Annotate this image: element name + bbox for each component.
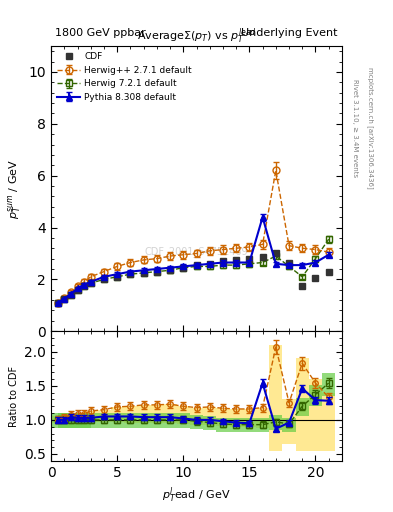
Y-axis label: Ratio to CDF: Ratio to CDF — [9, 366, 19, 426]
CDF — [300, 283, 305, 289]
Bar — [77, 413, 91, 428]
Bar — [163, 413, 177, 428]
CDF — [115, 274, 119, 280]
Text: CDF_2001_S4751469: CDF_2001_S4751469 — [145, 246, 248, 257]
Bar — [71, 413, 84, 428]
Bar — [137, 405, 150, 422]
Bar — [230, 418, 243, 432]
Legend: CDF, Herwig++ 2.7.1 default, Herwig 7.2.1 default, Pythia 8.308 default: CDF, Herwig++ 2.7.1 default, Herwig 7.2.… — [54, 49, 196, 105]
CDF — [326, 268, 331, 274]
Line: CDF: CDF — [54, 250, 332, 306]
Bar — [71, 414, 84, 422]
Bar — [177, 413, 190, 428]
Bar — [124, 406, 137, 422]
CDF — [208, 261, 212, 267]
Bar — [283, 418, 296, 432]
Bar — [58, 416, 71, 422]
Bar — [58, 413, 71, 428]
CDF — [88, 280, 93, 286]
Bar — [110, 413, 124, 428]
Text: Rivet 3.1.10, ≥ 3.4M events: Rivet 3.1.10, ≥ 3.4M events — [352, 79, 358, 177]
CDF — [141, 270, 146, 276]
CDF — [286, 260, 291, 266]
Bar — [190, 408, 203, 424]
Text: Underlying Event: Underlying Event — [241, 28, 338, 38]
Bar — [322, 393, 335, 451]
Bar — [137, 413, 150, 428]
Bar — [269, 415, 283, 430]
Bar — [309, 379, 322, 451]
CDF — [234, 257, 239, 263]
CDF — [313, 275, 318, 281]
CDF — [62, 296, 67, 302]
Title: Average$\Sigma(p_T)$ vs $p_T^{lead}$: Average$\Sigma(p_T)$ vs $p_T^{lead}$ — [137, 27, 256, 46]
Bar — [309, 386, 322, 406]
Bar — [97, 413, 110, 428]
CDF — [154, 268, 159, 274]
Bar — [190, 415, 203, 429]
Text: 1800 GeV ppbar: 1800 GeV ppbar — [55, 28, 146, 38]
Bar — [243, 409, 256, 428]
Bar — [150, 405, 163, 422]
Bar — [64, 415, 77, 422]
CDF — [128, 271, 133, 278]
Bar — [230, 409, 243, 426]
CDF — [194, 262, 199, 268]
Bar — [296, 358, 309, 451]
CDF — [274, 250, 278, 257]
Bar — [216, 408, 230, 426]
Bar — [256, 418, 269, 432]
CDF — [181, 265, 185, 271]
Bar — [163, 404, 177, 423]
Bar — [283, 399, 296, 444]
Bar — [51, 413, 64, 428]
Bar — [84, 411, 97, 422]
Bar — [150, 413, 163, 428]
Y-axis label: $p_T^{sum}$ / GeV: $p_T^{sum}$ / GeV — [6, 159, 23, 219]
Bar — [296, 398, 309, 416]
Bar — [51, 416, 64, 423]
CDF — [102, 276, 107, 283]
X-axis label: $p_T^l$ead / GeV: $p_T^l$ead / GeV — [162, 485, 231, 505]
Bar — [243, 418, 256, 432]
Bar — [97, 410, 110, 422]
Bar — [203, 416, 216, 431]
CDF — [68, 292, 73, 298]
Bar — [177, 406, 190, 424]
Bar — [110, 407, 124, 422]
Bar — [216, 418, 230, 432]
Bar — [269, 345, 283, 451]
Bar — [203, 407, 216, 425]
Bar — [64, 413, 77, 428]
Text: mcplots.cern.ch [arXiv:1306.3436]: mcplots.cern.ch [arXiv:1306.3436] — [367, 67, 374, 189]
CDF — [82, 283, 86, 289]
CDF — [55, 300, 60, 306]
Bar — [84, 413, 97, 428]
Bar — [256, 408, 269, 428]
Bar — [77, 414, 91, 422]
CDF — [260, 254, 265, 261]
Bar — [124, 413, 137, 428]
CDF — [247, 255, 252, 262]
CDF — [168, 267, 173, 273]
CDF — [75, 287, 80, 293]
CDF — [220, 258, 225, 264]
Bar — [322, 373, 335, 396]
